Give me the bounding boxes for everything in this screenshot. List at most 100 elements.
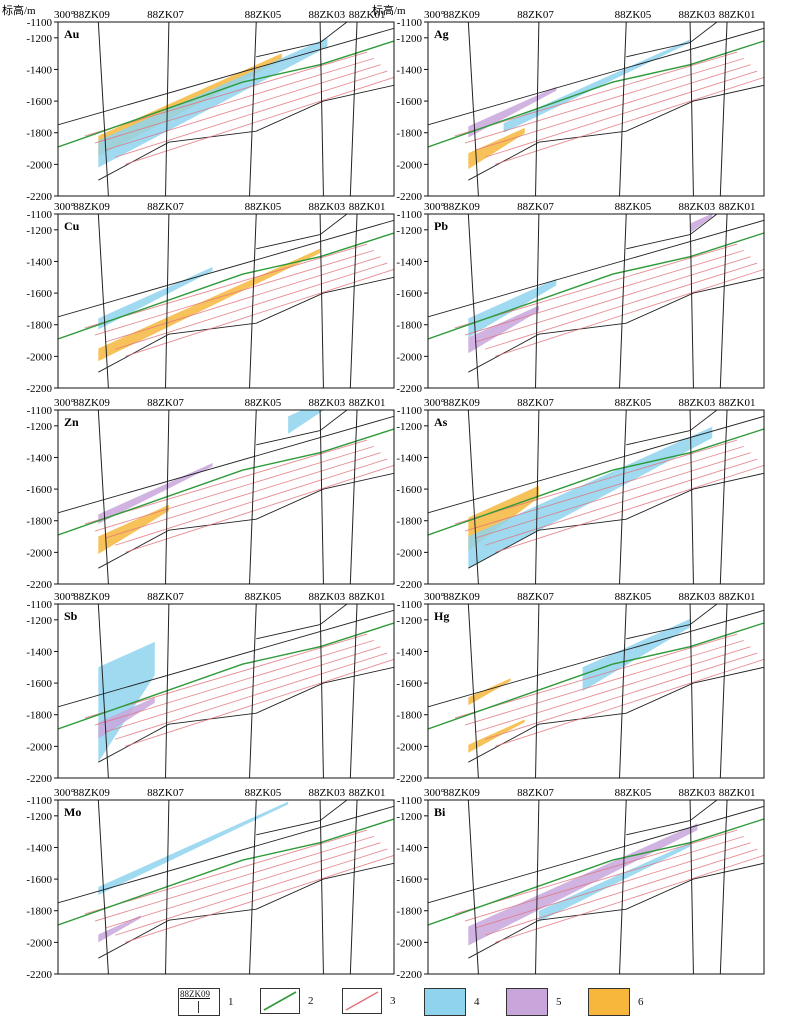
y-tick-label: -2200 bbox=[396, 969, 422, 981]
geology-line-1 bbox=[98, 276, 394, 373]
borehole-88zk03 bbox=[319, 410, 324, 584]
borehole-label-88zk01: 88ZK01 bbox=[349, 787, 386, 799]
red-line-3 bbox=[484, 652, 758, 740]
borehole-88zk07 bbox=[535, 800, 540, 974]
geology-line-1 bbox=[468, 472, 764, 569]
borehole-88zk07 bbox=[165, 214, 170, 388]
y-tick-label: -1200 bbox=[396, 811, 422, 823]
y-tick-label: -2000 bbox=[26, 937, 52, 949]
y-tick-label: -1100 bbox=[397, 209, 423, 221]
red-line-3 bbox=[484, 70, 758, 158]
y-tick-label: -1600 bbox=[396, 874, 422, 886]
legend-item-purple-area: 5 bbox=[506, 988, 562, 1016]
y-tick-label: -1800 bbox=[396, 710, 422, 722]
geology-line-2 bbox=[256, 800, 348, 836]
panel-frame bbox=[57, 603, 395, 779]
azimuth-label: 300° bbox=[424, 201, 445, 213]
geology-line-0 bbox=[428, 415, 764, 514]
anomaly-area-4-0 bbox=[98, 641, 155, 763]
y-tick-label: -2200 bbox=[26, 579, 52, 591]
borehole-label-88zk09: 88ZK09 bbox=[73, 591, 110, 603]
red-line-2 bbox=[474, 64, 751, 151]
borehole-88zk01 bbox=[349, 604, 358, 778]
borehole-label-88zk05: 88ZK05 bbox=[615, 9, 652, 21]
section-panel-zn: -1100 -1200 -1400 -1600 -1800 -2000 -2200 88ZK0… bbox=[26, 397, 395, 591]
geology-line-1 bbox=[468, 276, 764, 373]
borehole-88zk09 bbox=[97, 410, 109, 584]
orange-area-swatch bbox=[588, 988, 630, 1016]
element-label: Bi bbox=[434, 805, 446, 819]
borehole-88zk09 bbox=[97, 214, 109, 388]
borehole-88zk03 bbox=[319, 22, 324, 196]
borehole-label-88zk09: 88ZK09 bbox=[73, 787, 110, 799]
red-line-4 bbox=[125, 854, 394, 943]
red-line-2 bbox=[104, 256, 381, 343]
geology-line-2 bbox=[256, 604, 348, 640]
y-tick-label: -2000 bbox=[396, 937, 422, 949]
y-tick-label: -1100 bbox=[397, 17, 423, 29]
section-panel-mo: -1100 -1200 -1400 -1600 -1800 -2000 -2200 88ZK0… bbox=[26, 787, 395, 981]
y-tick-label: -1800 bbox=[26, 516, 52, 528]
element-label: Sb bbox=[64, 609, 78, 623]
borehole-label-88zk07: 88ZK07 bbox=[147, 591, 184, 603]
geology-line-0 bbox=[428, 27, 764, 126]
green-line bbox=[58, 622, 394, 730]
element-label: Au bbox=[64, 27, 80, 41]
green-line-swatch bbox=[260, 988, 300, 1014]
borehole-label-88zk07: 88ZK07 bbox=[517, 397, 554, 409]
y-tick-label: -1400 bbox=[396, 256, 422, 268]
y-tick-label: -2000 bbox=[26, 159, 52, 171]
anomaly-area-4-0 bbox=[98, 266, 213, 330]
y-tick-label: -1800 bbox=[26, 320, 52, 332]
y-tick-label: -2000 bbox=[396, 351, 422, 363]
green-line bbox=[428, 232, 764, 340]
geology-line-2 bbox=[626, 22, 718, 58]
borehole-88zk01 bbox=[719, 214, 728, 388]
red-line-4 bbox=[495, 76, 764, 165]
y-tick-label: -2000 bbox=[26, 547, 52, 559]
anomaly-area-6-1 bbox=[468, 127, 525, 170]
red-line-2 bbox=[104, 64, 381, 151]
borehole-88zk03 bbox=[689, 214, 694, 388]
borehole-label-88zk05: 88ZK05 bbox=[245, 591, 282, 603]
borehole-label-88zk03: 88ZK03 bbox=[308, 397, 345, 409]
borehole-88zk01 bbox=[349, 800, 358, 974]
borehole-label-88zk09: 88ZK09 bbox=[443, 201, 480, 213]
borehole-label-88zk05: 88ZK05 bbox=[245, 397, 282, 409]
green-line bbox=[428, 622, 764, 730]
anomaly-area-5-1 bbox=[98, 915, 141, 943]
legend-num-4: 4 bbox=[474, 996, 480, 1008]
axis-unit-label: 标高/m bbox=[2, 3, 36, 17]
anomaly-area-5-1 bbox=[98, 697, 155, 739]
y-tick-label: -1200 bbox=[396, 615, 422, 627]
y-tick-label: -1400 bbox=[26, 646, 52, 658]
borehole-label-88zk09: 88ZK09 bbox=[443, 787, 480, 799]
blue-area-swatch bbox=[424, 988, 466, 1016]
borehole-label-88zk03: 88ZK03 bbox=[308, 9, 345, 21]
y-tick-label: -1600 bbox=[26, 484, 52, 496]
section-panel-pb: -1100 -1200 -1400 -1600 -1800 -2000 -2200 88ZK0… bbox=[396, 201, 765, 395]
borehole-88zk01 bbox=[719, 410, 728, 584]
borehole-88zk09 bbox=[97, 604, 109, 778]
legend: 88ZK09 1 2 3 4 5 6 bbox=[178, 986, 648, 1016]
geology-line-1 bbox=[468, 666, 764, 763]
borehole-88zk05 bbox=[249, 22, 257, 196]
y-tick-label: -1200 bbox=[396, 225, 422, 237]
geology-line-0 bbox=[58, 27, 394, 126]
y-tick-label: -1400 bbox=[26, 64, 52, 76]
borehole-label-88zk03: 88ZK03 bbox=[678, 201, 715, 213]
y-tick-label: -1100 bbox=[397, 795, 423, 807]
borehole-label-88zk01: 88ZK01 bbox=[349, 201, 386, 213]
borehole-88zk03 bbox=[689, 410, 694, 584]
borehole-88zk03 bbox=[689, 22, 694, 196]
azimuth-label: 300° bbox=[54, 9, 75, 21]
element-label: Ag bbox=[434, 27, 449, 41]
borehole-label-88zk05: 88ZK05 bbox=[245, 787, 282, 799]
red-line-1 bbox=[464, 835, 744, 922]
red-line-4 bbox=[495, 854, 764, 943]
borehole-label-88zk09: 88ZK09 bbox=[443, 9, 480, 21]
borehole-label-88zk09: 88ZK09 bbox=[443, 397, 480, 409]
y-tick-label: -2200 bbox=[26, 191, 52, 203]
borehole-88zk05 bbox=[249, 604, 257, 778]
red-line-3 bbox=[484, 262, 758, 350]
